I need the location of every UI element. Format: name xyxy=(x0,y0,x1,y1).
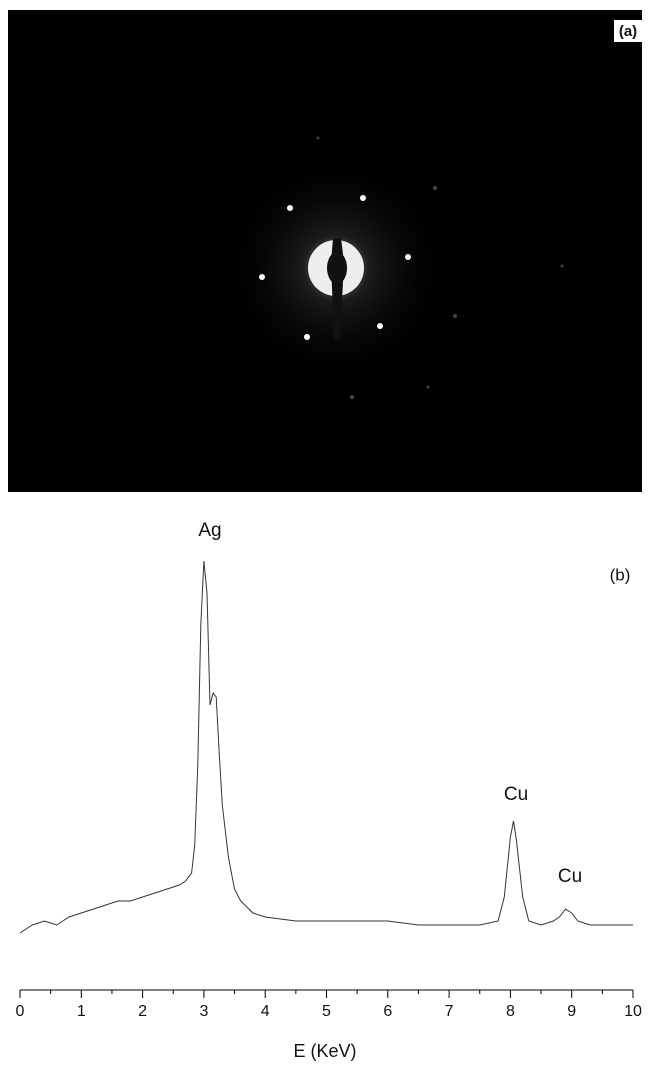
x-axis-label: E (KeV) xyxy=(293,1041,356,1061)
x-tick-label: 6 xyxy=(383,1003,392,1020)
x-tick-label: 4 xyxy=(261,1003,270,1020)
spectrum-line xyxy=(19,560,633,934)
peak-label: Ag xyxy=(198,520,221,541)
peak-label: Cu xyxy=(558,866,582,887)
x-tick-label: 1 xyxy=(77,1003,86,1020)
x-tick-label: 8 xyxy=(506,1003,515,1020)
x-tick-label: 9 xyxy=(567,1003,576,1020)
panel-label: (a) xyxy=(619,23,637,40)
panel-label: (b) xyxy=(610,565,631,584)
x-tick-label: 0 xyxy=(16,1003,25,1020)
peak-label: Cu xyxy=(504,784,528,805)
diffraction-image: (a) xyxy=(8,10,642,492)
x-tick-label: 5 xyxy=(322,1003,331,1020)
x-tick-label: 2 xyxy=(138,1003,147,1020)
x-tick-label: 3 xyxy=(199,1003,208,1020)
x-tick-label: 10 xyxy=(624,1003,642,1020)
x-tick-label: 7 xyxy=(445,1003,454,1020)
